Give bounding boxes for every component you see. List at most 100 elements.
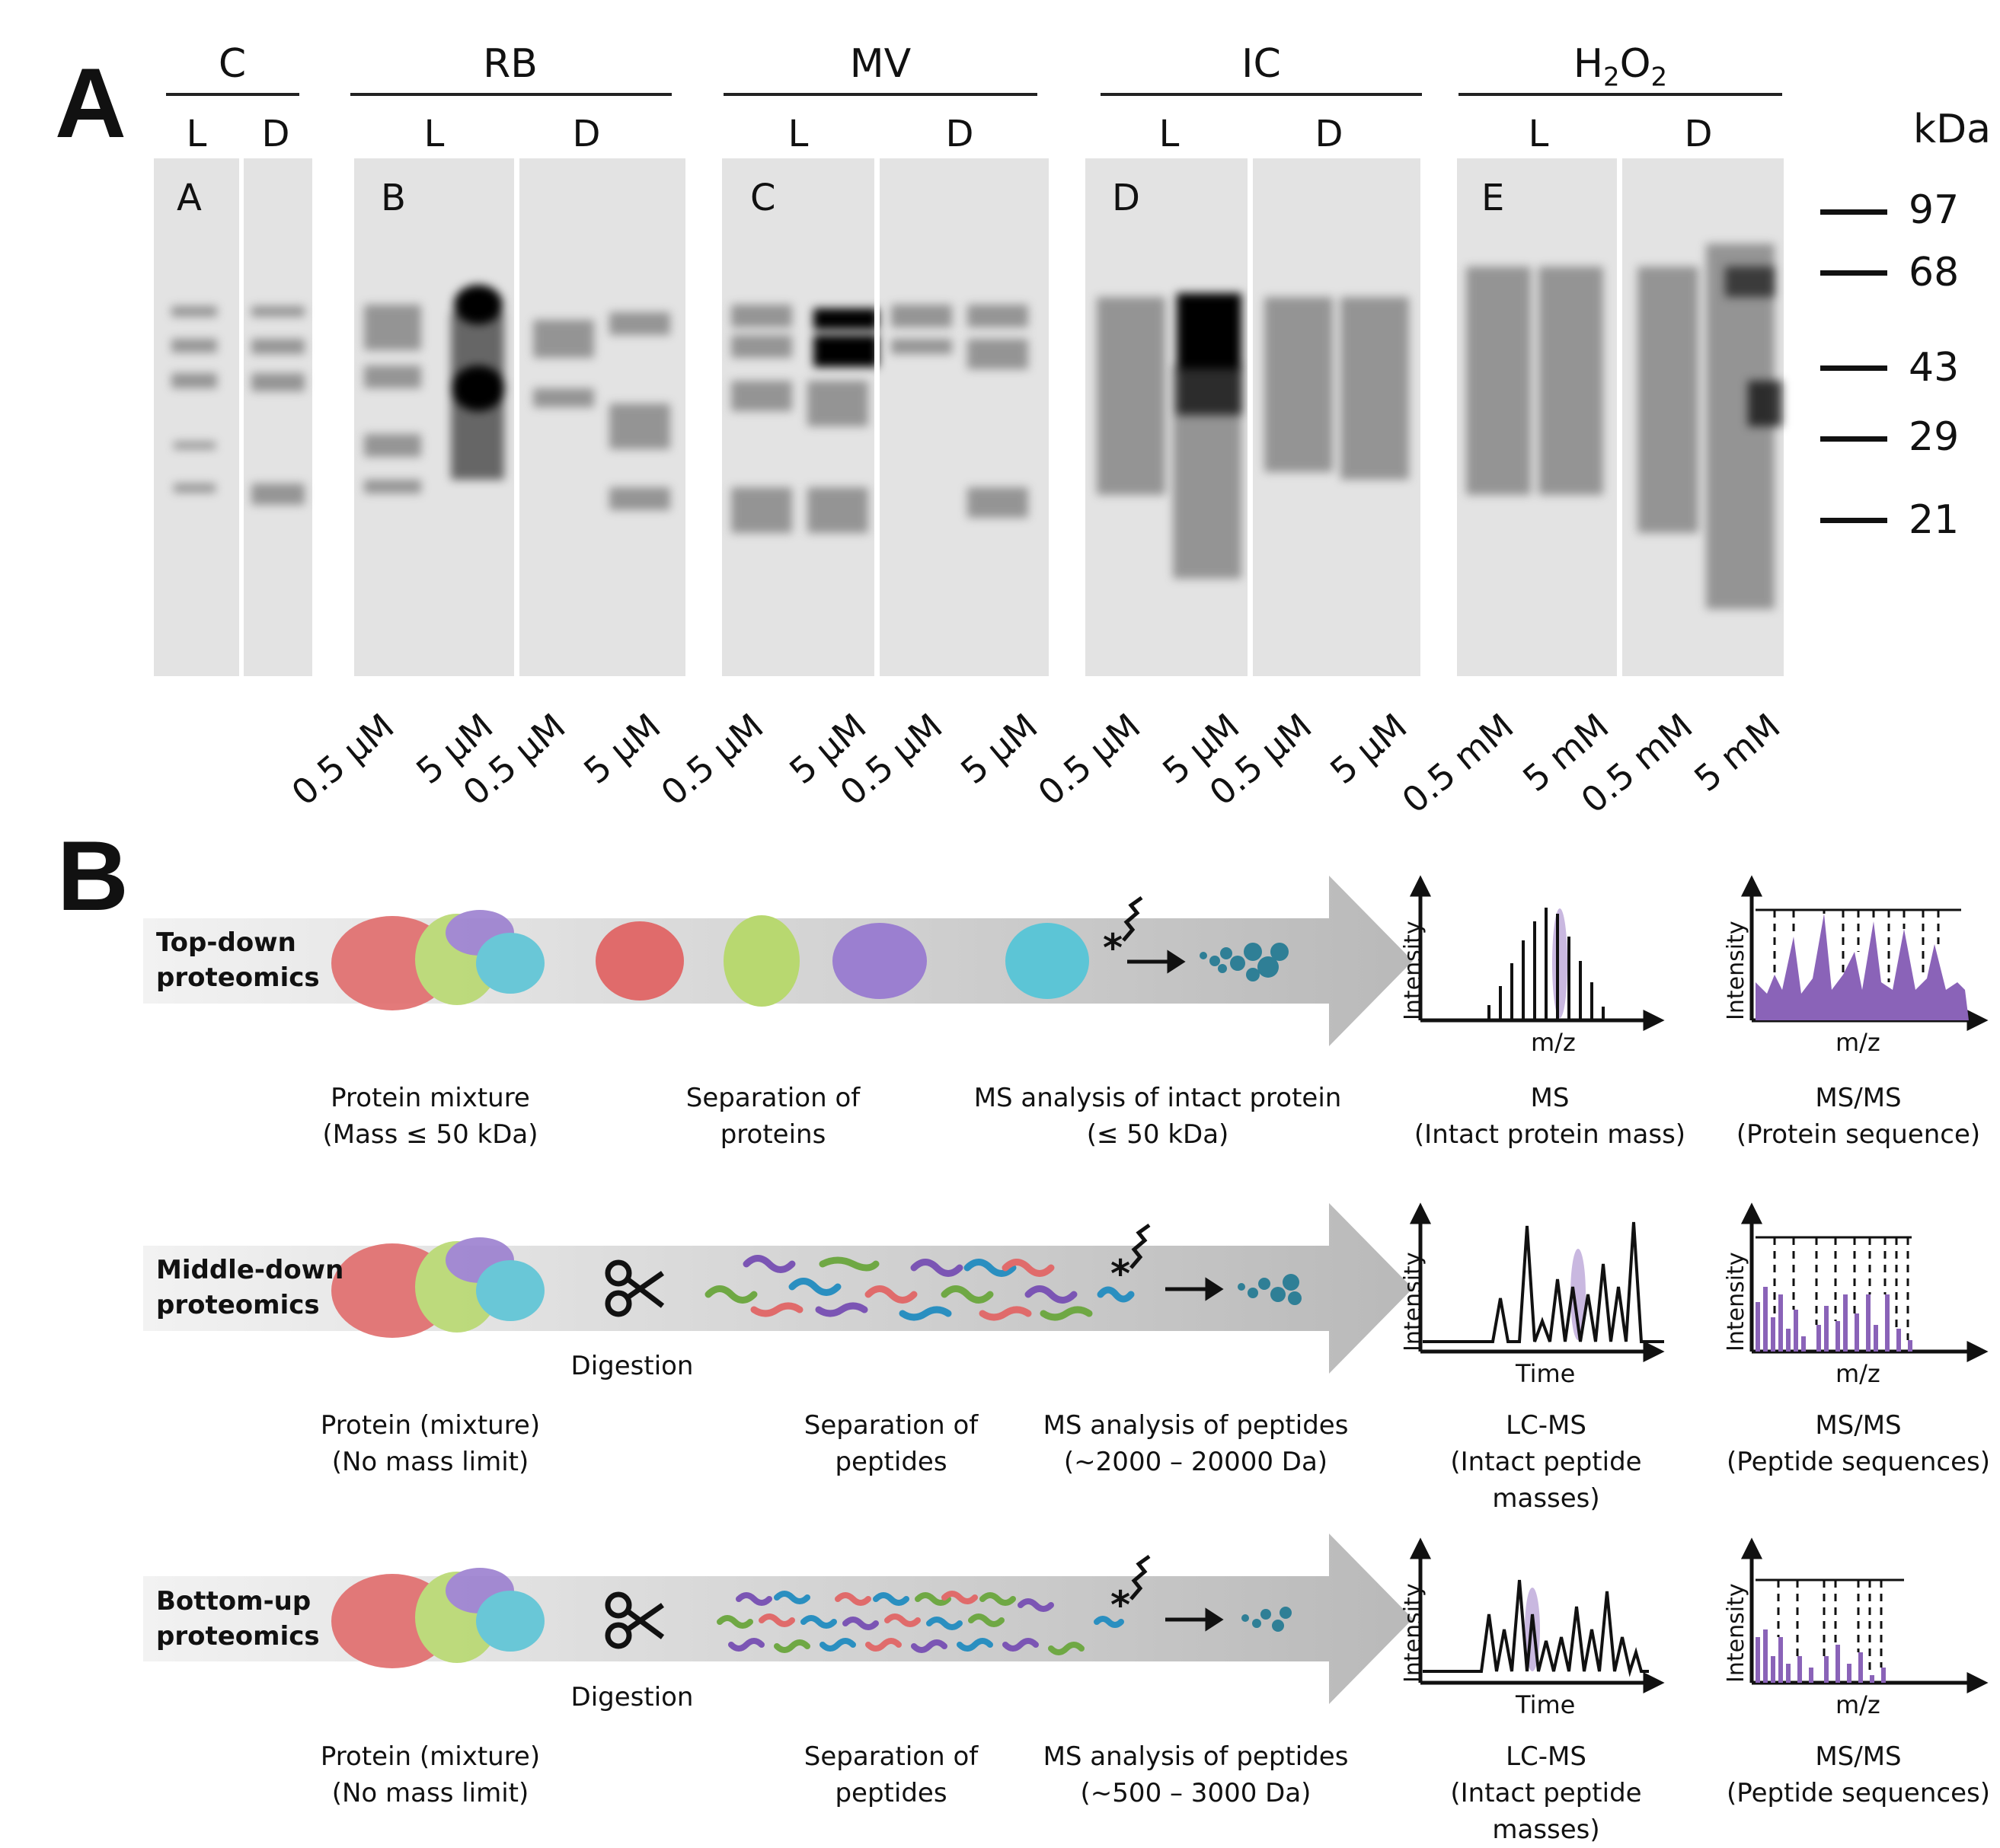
caption-ms-analysis-peptides: MS analysis of peptides (~500 – 3000 Da) (1005, 1738, 1386, 1811)
caption-separation-peptides: Separation of peptides (739, 1407, 1043, 1480)
workflow-graphics: * * * (143, 875, 1989, 1704)
chart-ylabel: Intensity (1400, 1583, 1427, 1683)
marker-line-97 (1820, 209, 1887, 215)
lc-chromatogram-row2 (1423, 1221, 1664, 1343)
scissors-icon (605, 1259, 665, 1649)
group-rule-h2o2 (1458, 93, 1782, 96)
caption-line2: peptides (835, 1447, 947, 1477)
marker-label-43: 43 (1909, 345, 1960, 391)
lane-d-c: D (261, 113, 290, 155)
chart-xlabel: m/z (1835, 1359, 1880, 1388)
group-label-h2o2: H2O2 (1458, 44, 1782, 90)
caption-line1: Separation of (804, 1741, 979, 1772)
svg-text:*: * (1103, 926, 1123, 970)
marker-label-68: 68 (1909, 250, 1960, 295)
caption-line1: MS analysis of peptides (1043, 1741, 1349, 1772)
group-label-c: C (218, 41, 247, 87)
digestion-label-row3: Digestion (570, 1682, 694, 1712)
lane-d-mv: D (945, 113, 974, 155)
caption-msms: MS/MS (Peptide sequences) (1717, 1407, 1999, 1480)
h2o2-sub1: 2 (1602, 62, 1620, 93)
row-title-bottom-up: Bottom-up proteomics (156, 1584, 320, 1654)
group-label-ic: IC (1241, 41, 1281, 87)
caption-protein-mixture: Protein mixture (Mass ≤ 50 kDa) (278, 1080, 583, 1153)
caption-line1: Separation of (685, 1083, 861, 1113)
caption-ms-analysis-peptides: MS analysis of peptides (~2000 – 20000 D… (1005, 1407, 1386, 1480)
peptides-middle-icon (704, 1255, 1135, 1321)
marker-line-29 (1820, 436, 1887, 442)
caption-line2: (~500 – 3000 Da) (1080, 1778, 1312, 1808)
caption-line2: peptides (835, 1778, 947, 1808)
msms-spectrum-row2 (1756, 1236, 1912, 1352)
gel-blots (154, 158, 1784, 676)
group-rule-c (166, 93, 299, 96)
row-title-line2: proteomics (156, 1621, 320, 1652)
marker-line-43 (1820, 365, 1887, 371)
caption-line2: (Intact peptide masses) (1450, 1447, 1642, 1514)
row-title-line1: Bottom-up (156, 1586, 312, 1617)
row-title-line2: proteomics (156, 962, 320, 993)
lane-l-c: L (186, 113, 207, 155)
marker-label-21: 21 (1909, 497, 1960, 543)
panel-b-letter: B (57, 820, 129, 931)
digestion-label-row2: Digestion (570, 1351, 694, 1381)
lane-l-rb: L (423, 113, 445, 155)
marker-line-21 (1820, 518, 1887, 523)
lane-l-h2o2: L (1528, 113, 1549, 155)
caption-line2: (Intact peptide masses) (1450, 1778, 1642, 1845)
marker-line-68 (1820, 270, 1887, 276)
lane-letter-b: B (381, 177, 406, 219)
row-title-line2: proteomics (156, 1290, 320, 1320)
chart-xlabel: m/z (1835, 1028, 1880, 1057)
caption-protein-mixture: Protein (mixture) (No mass limit) (278, 1738, 583, 1811)
caption-ms: MS (Intact protein mass) (1401, 1080, 1698, 1153)
caption-line2: (Mass ≤ 50 kDa) (322, 1119, 538, 1150)
chart-xlabel: Time (1516, 1359, 1576, 1388)
chart-xlabel: m/z (1531, 1028, 1576, 1057)
caption-line2: (Protein sequence) (1736, 1119, 1981, 1150)
caption-line2: (No mass limit) (331, 1778, 529, 1808)
marker-unit: kDa (1913, 107, 1992, 152)
group-label-mv: MV (849, 41, 912, 87)
lane-letter-a: A (177, 177, 202, 219)
lane-l-ic: L (1158, 113, 1180, 155)
lane-l-mv: L (788, 113, 809, 155)
chart-ylabel: Intensity (1723, 1583, 1749, 1683)
caption-ms-analysis-intact: MS analysis of intact protein (≤ 50 kDa) (967, 1080, 1348, 1153)
caption-line2: (Intact protein mass) (1414, 1119, 1686, 1150)
marker-label-97: 97 (1909, 187, 1960, 233)
caption-line1: MS/MS (1815, 1083, 1902, 1113)
lane-letter-c: C (750, 177, 776, 219)
ms-spectrum-row1 (1487, 908, 1605, 1020)
msms-spectrum-row1 (1756, 908, 1969, 1020)
caption-line2: (≤ 50 kDa) (1086, 1119, 1229, 1150)
caption-separation-peptides: Separation of peptides (739, 1738, 1043, 1811)
caption-protein-mixture: Protein (mixture) (No mass limit) (278, 1407, 583, 1480)
caption-line1: MS analysis of peptides (1043, 1410, 1349, 1441)
group-rule-ic (1101, 93, 1422, 96)
droplet-icons (1200, 943, 1302, 1632)
h2o2-h: H (1573, 41, 1603, 87)
protein-mixture-icon (331, 910, 545, 1668)
caption-line2: (~2000 – 20000 Da) (1063, 1447, 1328, 1477)
lane-d-rb: D (572, 113, 601, 155)
chart-xlabel: m/z (1835, 1690, 1880, 1719)
panel-a-letter: A (55, 47, 126, 158)
caption-line1: MS analysis of intact protein (973, 1083, 1342, 1113)
peptides-bottom-icon (717, 1591, 1124, 1655)
lane-letter-e: E (1481, 177, 1505, 219)
chart-ylabel: Intensity (1400, 1252, 1427, 1352)
caption-line1: Protein mixture (331, 1083, 530, 1113)
row-title-line1: Top-down (156, 927, 296, 958)
caption-line1: LC-MS (1506, 1410, 1586, 1441)
caption-line1: Separation of (804, 1410, 979, 1441)
caption-msms: MS/MS (Peptide sequences) (1717, 1738, 1999, 1811)
row-title-middle-down: Middle-down proteomics (156, 1253, 343, 1323)
lc-chromatogram-row3 (1423, 1579, 1649, 1677)
lane-letter-d: D (1112, 177, 1140, 219)
marker-label-29: 29 (1909, 414, 1960, 460)
caption-line2: proteins (720, 1119, 826, 1150)
row-title-top-down: Top-down proteomics (156, 925, 320, 995)
caption-line1: MS/MS (1815, 1741, 1902, 1772)
caption-lc-ms: LC-MS (Intact peptide masses) (1394, 1407, 1698, 1517)
